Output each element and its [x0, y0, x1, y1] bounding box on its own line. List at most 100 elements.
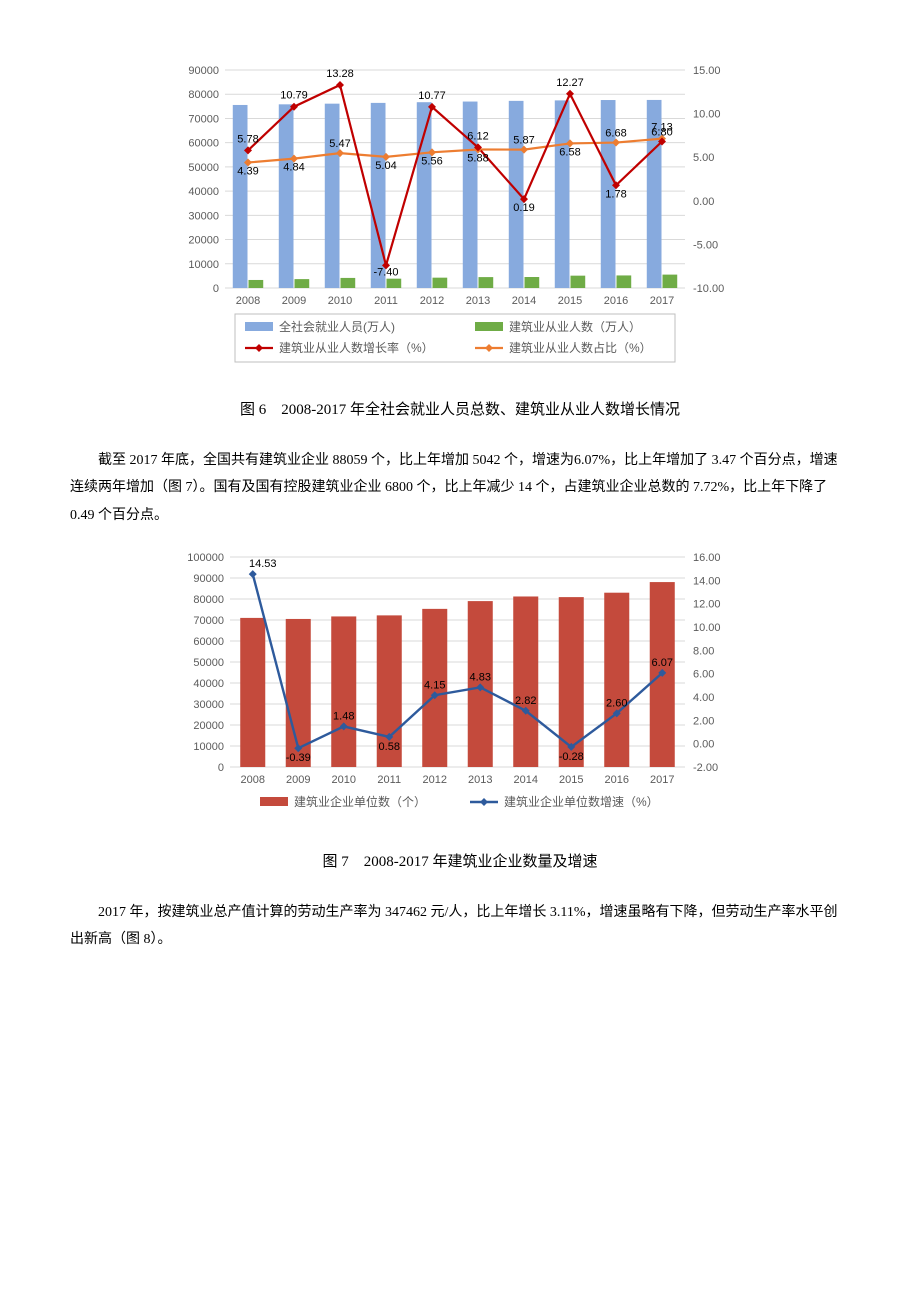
svg-text:13.28: 13.28: [326, 68, 354, 80]
svg-text:8.00: 8.00: [693, 645, 714, 657]
svg-text:建筑业企业单位数（个）: 建筑业企业单位数（个）: [294, 794, 426, 809]
svg-text:16.00: 16.00: [693, 552, 721, 564]
svg-text:2015: 2015: [558, 295, 582, 307]
svg-text:60000: 60000: [188, 138, 219, 150]
svg-text:4.39: 4.39: [237, 166, 258, 178]
svg-text:7.13: 7.13: [651, 122, 672, 134]
svg-text:12.27: 12.27: [556, 77, 584, 89]
figure-7-caption: 图 7 2008-2017 年建筑业企业数量及增速: [70, 850, 850, 871]
svg-text:70000: 70000: [193, 615, 224, 627]
svg-text:2010: 2010: [332, 774, 356, 786]
svg-text:2013: 2013: [466, 295, 490, 307]
svg-text:10.00: 10.00: [693, 622, 721, 634]
svg-text:2016: 2016: [605, 774, 629, 786]
svg-text:-2.00: -2.00: [693, 762, 718, 774]
svg-text:50000: 50000: [193, 657, 224, 669]
svg-text:5.47: 5.47: [329, 138, 350, 150]
svg-text:4.84: 4.84: [283, 162, 304, 174]
svg-text:2014: 2014: [514, 774, 538, 786]
svg-text:60000: 60000: [193, 636, 224, 648]
svg-text:90000: 90000: [188, 65, 219, 77]
svg-text:建筑业从业人数占比（%）: 建筑业从业人数占比（%）: [509, 340, 652, 355]
svg-text:-10.00: -10.00: [693, 283, 724, 295]
svg-text:6.12: 6.12: [467, 130, 488, 142]
svg-text:10000: 10000: [193, 741, 224, 753]
svg-text:-5.00: -5.00: [693, 239, 718, 251]
svg-text:40000: 40000: [188, 186, 219, 198]
svg-text:4.83: 4.83: [470, 671, 491, 683]
svg-text:6.58: 6.58: [559, 146, 580, 158]
svg-text:12.00: 12.00: [693, 599, 721, 611]
svg-text:2009: 2009: [286, 774, 310, 786]
figure-6: 0 10000 20000 30000 40000 50000 60000 70000 8000…: [170, 60, 850, 390]
svg-text:全社会就业人员(万人): 全社会就业人员(万人): [279, 319, 395, 334]
chart7-svg: 0 10000 20000 30000 40000 50000 60000 70000 8000…: [170, 547, 730, 842]
svg-text:2008: 2008: [241, 774, 265, 786]
svg-text:20000: 20000: [193, 720, 224, 732]
svg-text:14.00: 14.00: [693, 575, 721, 587]
svg-text:5.78: 5.78: [237, 133, 258, 145]
svg-text:4.00: 4.00: [693, 692, 714, 704]
paragraph-1: 截至 2017 年底，全国共有建筑业企业 88059 个，比上年增加 5042 …: [70, 447, 850, 529]
svg-text:15.00: 15.00: [693, 65, 721, 77]
svg-text:6.00: 6.00: [693, 669, 714, 681]
svg-text:2008: 2008: [236, 295, 260, 307]
svg-text:5.04: 5.04: [375, 160, 396, 172]
svg-text:50000: 50000: [188, 162, 219, 174]
svg-text:2.82: 2.82: [515, 695, 536, 707]
svg-text:0.00: 0.00: [693, 196, 714, 208]
svg-text:10.00: 10.00: [693, 109, 721, 121]
svg-text:1.48: 1.48: [333, 710, 354, 722]
svg-text:40000: 40000: [193, 678, 224, 690]
svg-text:-0.39: -0.39: [286, 752, 311, 764]
svg-text:建筑业从业人数增长率（%）: 建筑业从业人数增长率（%）: [279, 340, 434, 355]
svg-text:10.79: 10.79: [280, 90, 308, 102]
svg-text:2017: 2017: [650, 295, 674, 307]
figure-7: 0 10000 20000 30000 40000 50000 60000 70000 8000…: [170, 547, 850, 842]
svg-text:2011: 2011: [374, 295, 398, 307]
svg-text:0: 0: [213, 283, 219, 295]
svg-text:0.58: 0.58: [379, 741, 400, 753]
svg-text:-0.28: -0.28: [559, 751, 584, 763]
svg-text:30000: 30000: [193, 699, 224, 711]
svg-text:2012: 2012: [420, 295, 444, 307]
svg-text:建筑业从业人数（万人）: 建筑业从业人数（万人）: [509, 319, 641, 334]
svg-text:2012: 2012: [423, 774, 447, 786]
svg-text:4.15: 4.15: [424, 679, 445, 691]
svg-text:0.00: 0.00: [693, 739, 714, 751]
svg-text:80000: 80000: [193, 594, 224, 606]
svg-text:0: 0: [218, 762, 224, 774]
svg-text:2013: 2013: [468, 774, 492, 786]
svg-text:建筑业企业单位数增速（%）: 建筑业企业单位数增速（%）: [504, 794, 659, 809]
svg-text:6.68: 6.68: [605, 128, 626, 140]
svg-text:90000: 90000: [193, 573, 224, 585]
svg-text:2016: 2016: [604, 295, 628, 307]
svg-text:10.77: 10.77: [418, 90, 446, 102]
svg-text:14.53: 14.53: [249, 558, 277, 570]
svg-text:2015: 2015: [559, 774, 583, 786]
svg-text:2011: 2011: [377, 774, 401, 786]
svg-text:2.00: 2.00: [693, 715, 714, 727]
svg-text:2010: 2010: [328, 295, 352, 307]
svg-text:0.19: 0.19: [513, 202, 534, 214]
svg-text:100000: 100000: [187, 552, 224, 564]
svg-text:10000: 10000: [188, 259, 219, 271]
svg-text:-7.40: -7.40: [373, 266, 398, 278]
svg-text:5.56: 5.56: [421, 155, 442, 167]
svg-text:1.78: 1.78: [605, 188, 626, 200]
svg-text:2.60: 2.60: [606, 697, 627, 709]
chart6-svg: 0 10000 20000 30000 40000 50000 60000 70000 8000…: [170, 60, 730, 390]
svg-text:70000: 70000: [188, 113, 219, 125]
paragraph-2: 2017 年，按建筑业总产值计算的劳动生产率为 347462 元/人，比上年增长…: [70, 899, 850, 954]
svg-text:2017: 2017: [650, 774, 674, 786]
svg-text:80000: 80000: [188, 89, 219, 101]
svg-text:6.07: 6.07: [652, 657, 673, 669]
svg-text:2014: 2014: [512, 295, 536, 307]
svg-text:30000: 30000: [188, 210, 219, 222]
svg-text:5.00: 5.00: [693, 152, 714, 164]
svg-text:5.88: 5.88: [467, 153, 488, 165]
svg-text:20000: 20000: [188, 235, 219, 247]
svg-text:5.87: 5.87: [513, 135, 534, 147]
figure-6-caption: 图 6 2008-2017 年全社会就业人员总数、建筑业从业人数增长情况: [70, 398, 850, 419]
svg-text:2009: 2009: [282, 295, 306, 307]
